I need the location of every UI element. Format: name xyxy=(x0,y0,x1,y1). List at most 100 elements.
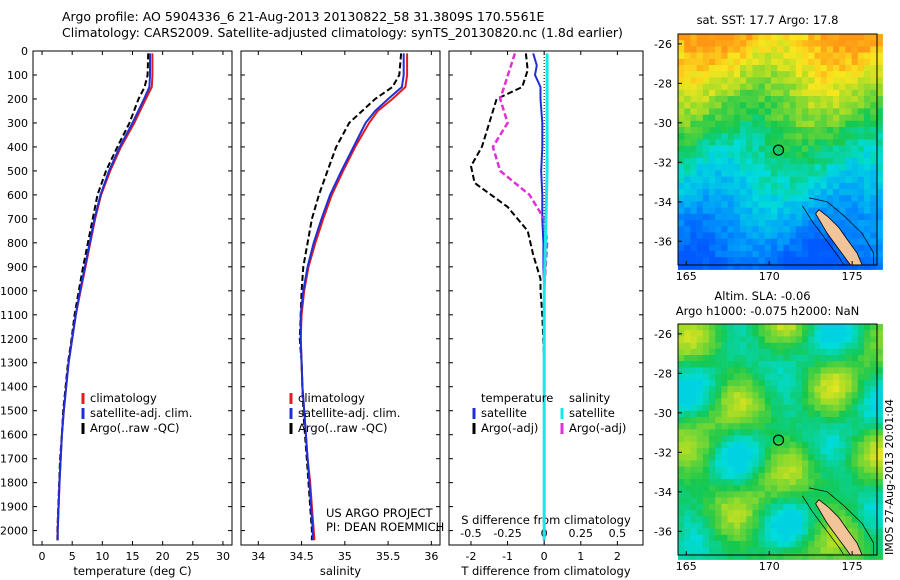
map-cell xyxy=(764,207,772,215)
depth-tick-label: 200 xyxy=(7,93,28,106)
map-cell xyxy=(721,52,728,60)
map-cell xyxy=(857,189,865,196)
map-cell xyxy=(690,151,697,159)
map-cell xyxy=(740,46,747,53)
map-cell xyxy=(696,392,704,399)
map-cell xyxy=(752,336,759,343)
map-cell xyxy=(851,238,859,246)
map-cell xyxy=(715,392,722,399)
map-cell xyxy=(702,151,710,159)
map-cell xyxy=(696,34,704,41)
map-cell xyxy=(771,330,778,337)
map-cell xyxy=(771,404,778,412)
map-cell xyxy=(727,244,735,252)
map-cell xyxy=(777,491,784,498)
map-cell xyxy=(758,404,766,412)
map-cell xyxy=(795,213,803,221)
map-cell xyxy=(789,164,797,171)
map-cell xyxy=(820,361,828,368)
map-cell xyxy=(808,182,815,190)
map-cell xyxy=(857,547,865,554)
map-cell xyxy=(833,71,840,78)
map-cell xyxy=(702,361,710,368)
map-cell xyxy=(839,386,846,393)
map-cell xyxy=(814,553,821,560)
map-cell xyxy=(851,89,859,97)
map-cell xyxy=(833,108,840,115)
map-cell xyxy=(696,423,704,430)
map-cell xyxy=(783,355,790,362)
map-cell xyxy=(876,189,883,196)
map-cell xyxy=(783,170,790,177)
map-cell xyxy=(820,251,828,258)
map-cell xyxy=(864,220,871,227)
map-cell xyxy=(721,226,728,233)
map-cell xyxy=(845,34,852,41)
map-cell xyxy=(709,120,716,128)
map-cell xyxy=(876,348,883,356)
map-cell xyxy=(814,541,821,548)
map-cell xyxy=(746,151,753,159)
map-cell xyxy=(709,114,716,122)
map-cell xyxy=(733,491,741,498)
map-cell xyxy=(746,108,753,115)
map-cell xyxy=(870,65,877,72)
map-cell xyxy=(709,127,716,134)
map-cell xyxy=(702,404,710,412)
map-cell xyxy=(702,102,710,109)
map-cell xyxy=(833,330,840,337)
map-cell xyxy=(857,201,865,208)
map-cell xyxy=(870,435,877,443)
map-cell xyxy=(783,491,790,498)
map-cell xyxy=(690,355,697,362)
map-cell xyxy=(820,547,828,554)
map-cell xyxy=(740,151,747,159)
map-cell xyxy=(814,158,821,165)
lon-tick-label: 165 xyxy=(676,270,697,283)
map-cell xyxy=(789,108,797,115)
map-cell xyxy=(795,182,803,190)
map-cell xyxy=(758,423,766,430)
map-cell xyxy=(808,441,815,449)
map-cell xyxy=(845,355,852,362)
lat-tick-label: -26 xyxy=(654,38,672,51)
map-cell xyxy=(709,195,716,202)
map-cell xyxy=(690,182,697,190)
map-cell xyxy=(820,182,828,190)
map-cell xyxy=(808,176,815,184)
map-cell xyxy=(727,373,735,381)
map-cell xyxy=(690,108,697,115)
map-cell xyxy=(795,528,803,536)
map-cell xyxy=(684,510,691,517)
map-cell xyxy=(795,398,803,405)
map-cell xyxy=(752,127,759,134)
map-cell xyxy=(696,120,704,128)
map-cell xyxy=(833,201,840,208)
map-cell xyxy=(814,342,821,350)
map-cell xyxy=(752,257,759,264)
map-cell xyxy=(702,429,710,436)
map-cell xyxy=(715,379,722,387)
map-cell xyxy=(845,348,852,356)
map-cell xyxy=(771,534,778,542)
map-cell xyxy=(746,170,753,177)
map-cell xyxy=(820,466,828,474)
map-cell xyxy=(783,404,790,412)
map-cell xyxy=(684,528,691,536)
map-cell xyxy=(820,410,828,418)
map-cell xyxy=(826,251,834,258)
map-cell xyxy=(709,170,716,177)
map-cell xyxy=(721,127,728,134)
map-cell xyxy=(839,491,846,498)
map-cell xyxy=(870,373,877,381)
map-cell xyxy=(820,195,828,202)
map-cell xyxy=(733,553,741,560)
map-cell xyxy=(864,201,871,208)
map-cell xyxy=(702,220,710,227)
map-cell xyxy=(709,336,716,343)
map-cell xyxy=(820,541,828,548)
map-cell xyxy=(802,472,809,480)
map-cell xyxy=(864,379,871,387)
map-cell xyxy=(783,96,790,103)
map-cell xyxy=(876,510,883,517)
